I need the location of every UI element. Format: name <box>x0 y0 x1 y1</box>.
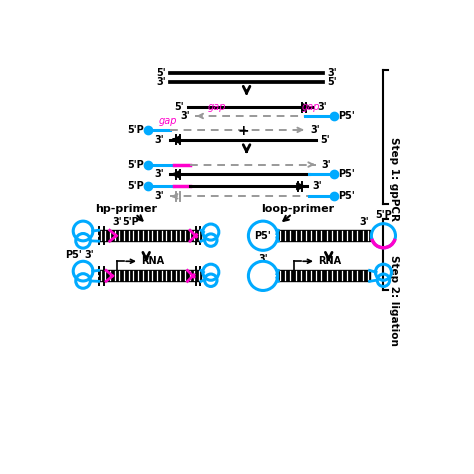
Text: 3': 3' <box>181 111 190 121</box>
Text: 3': 3' <box>155 191 164 201</box>
Text: +: + <box>237 124 249 138</box>
Text: 5': 5' <box>328 77 337 87</box>
Text: 3': 3' <box>84 250 94 260</box>
Bar <box>99 230 201 241</box>
Text: Step 1: gpPCR: Step 1: gpPCR <box>389 137 399 220</box>
Text: 5'P: 5'P <box>127 160 144 170</box>
Text: 5'P: 5'P <box>127 125 144 135</box>
Text: 3': 3' <box>155 169 164 179</box>
Text: gap: gap <box>301 102 319 112</box>
Text: gap: gap <box>208 102 227 112</box>
Bar <box>278 270 370 282</box>
Text: P5': P5' <box>338 111 355 121</box>
Text: 5': 5' <box>320 135 330 145</box>
Text: 5': 5' <box>156 68 165 78</box>
Text: 3': 3' <box>312 182 322 191</box>
Text: Step 2: ligation: Step 2: ligation <box>389 255 399 346</box>
Text: P5': P5' <box>65 250 82 260</box>
Bar <box>99 270 201 282</box>
Text: 3': 3' <box>310 125 320 135</box>
Text: 3': 3' <box>321 160 331 170</box>
Text: 3': 3' <box>112 217 122 228</box>
Text: 3': 3' <box>258 254 268 264</box>
Text: 3': 3' <box>318 102 328 112</box>
Text: 3': 3' <box>156 77 165 87</box>
Text: gap: gap <box>159 116 177 126</box>
Text: P5': P5' <box>255 231 272 241</box>
Text: 3': 3' <box>328 68 337 78</box>
Text: 3': 3' <box>359 217 369 228</box>
Text: 5'P: 5'P <box>375 210 392 220</box>
Text: 5'P: 5'P <box>122 217 139 228</box>
Text: 3': 3' <box>155 135 164 145</box>
Text: RNA: RNA <box>141 256 164 266</box>
Text: RNA: RNA <box>318 256 341 266</box>
Text: hp-primer: hp-primer <box>95 204 157 214</box>
Text: loop-primer: loop-primer <box>261 204 334 214</box>
Text: 5': 5' <box>174 102 184 112</box>
Text: P5': P5' <box>338 169 355 179</box>
Bar <box>278 230 370 241</box>
Text: P5': P5' <box>338 191 355 201</box>
Text: 5'P: 5'P <box>127 182 144 191</box>
